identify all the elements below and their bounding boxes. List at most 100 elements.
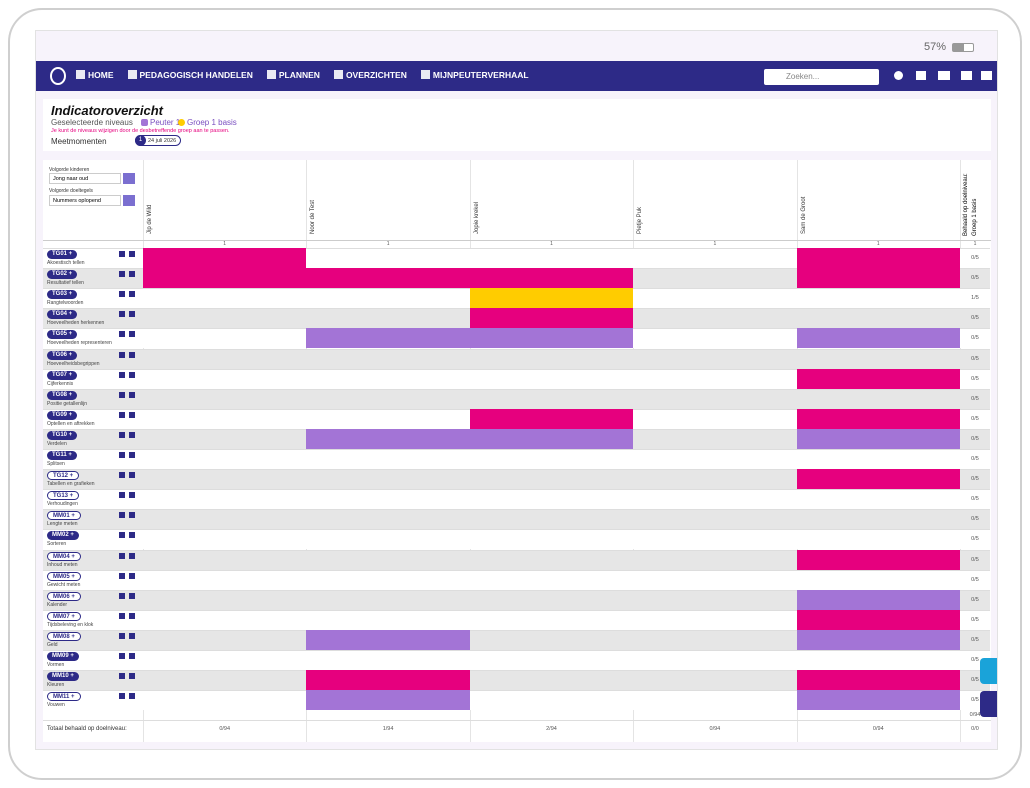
swatch [178,119,185,126]
select-button[interactable] [123,173,135,184]
icon [119,472,125,479]
cell [469,268,634,289]
nav-bar: Zoeken... HOME PEDAGOGISCH HANDELEN PLANNE… [36,61,997,91]
row [43,489,990,510]
icon [119,271,125,278]
total: 2/94 [546,726,557,733]
goal-code[interactable]: TG12 + [47,471,80,481]
goal-label: Resultatief tellen [47,280,84,287]
goal-code[interactable]: TG13 + [47,491,80,501]
goal-code[interactable]: TG02 + [47,270,78,280]
icon [119,492,125,499]
cell [306,629,470,650]
cell [469,328,634,349]
nav-icon [333,70,343,79]
nav-item[interactable]: HOME [88,70,114,80]
goal-code[interactable]: MM07 + [47,611,81,621]
goal-code[interactable]: MM02 + [47,531,79,541]
goal-code[interactable]: TG04 + [47,310,78,320]
goal-label: Geld [47,641,58,648]
icon [129,532,135,539]
nav-item[interactable]: MIJNPEUTERVERHAAL [432,70,529,80]
icon[interactable] [916,71,926,80]
cell [796,589,960,610]
goal-code[interactable]: TG03 + [47,290,78,300]
goal-code[interactable]: TG10 + [47,430,78,440]
select-button[interactable] [123,195,135,206]
nav-item[interactable]: PLANNEN [278,70,320,80]
result: 0/5 [971,255,979,261]
goal-code[interactable]: MM04 + [47,551,81,561]
cell [143,268,307,289]
goal-code[interactable]: MM11 + [47,692,81,702]
result-level: Groep 1 basis [972,198,978,236]
logo [50,67,66,85]
moment-count: 1 [973,241,977,247]
goal-code[interactable]: TG06 + [47,350,78,360]
goal-code[interactable]: MM06 + [47,591,81,601]
child-name: Jopie krekel [473,201,480,234]
result: 0/5 [971,636,979,643]
cell [306,328,470,349]
search-box[interactable]: Zoeken... [764,69,879,85]
goal-label: Hoeveelheden herkennen [47,320,105,327]
icon [119,431,125,438]
goal-label: Verhoudingen [47,501,78,508]
result: 0/5 [971,415,979,422]
goal-code[interactable]: MM08 + [47,631,81,641]
result: 0/5 [971,355,979,362]
goal-code[interactable]: TG08 + [47,390,78,400]
result: 0/5 [971,496,979,503]
goal-code[interactable]: TG05 + [47,330,78,340]
icon [129,251,135,257]
icon [119,693,125,700]
icon[interactable] [938,71,950,80]
cell [796,469,960,490]
header-panel: Indicatoroverzicht Geselecteerde niveaus… [43,99,991,151]
goal-code[interactable]: TG07 + [47,370,78,380]
select[interactable]: Jong naar oud [49,173,121,184]
goal-label: Lengte meten [47,521,78,528]
cell [796,549,960,570]
goal-code[interactable]: TG09 + [47,410,78,420]
icon [129,653,135,659]
page-title: Indicatoroverzicht [51,103,163,118]
result: 0/5 [971,616,979,623]
goal-code[interactable]: MM01 + [47,511,81,521]
sort-label: Volgorde kinderen [49,167,90,173]
goal-code[interactable]: TG01 + [47,250,78,259]
icon [129,291,135,298]
result: 0/5 [971,476,979,483]
row [43,348,990,369]
nav-item[interactable]: OVERZICHTEN [345,70,407,80]
cell [143,248,307,269]
goal-code[interactable]: MM05 + [47,571,81,581]
child-name: Noor de Test [310,200,317,234]
goal-label: Cijferkennis [47,380,74,387]
result: 0/5 [971,435,979,442]
result: 0/5 [971,596,979,603]
total-label: Totaal behaald op doelniveau: [47,726,127,733]
goal-code[interactable]: TG11 + [47,451,77,460]
goal-label: Rangtelwoorden [47,300,84,307]
row [43,449,990,470]
nav-item[interactable]: PEDAGOGISCH HANDELEN [139,70,253,80]
level: Groep 1 basis [187,118,237,127]
goal-code[interactable]: MM10 + [47,672,79,682]
moment-count: 1 [713,241,717,247]
icon [119,311,125,318]
result: 1/5 [971,295,979,302]
icon [119,251,125,257]
goal-code[interactable]: MM09 + [47,652,79,661]
goal-label: Positie getallenlijn [47,400,88,407]
moment-chip[interactable]: 1 24 juli 2026 [135,135,181,146]
icon[interactable] [961,71,972,80]
side-button[interactable] [980,658,997,684]
icon[interactable] [894,71,903,80]
row [43,609,990,630]
select[interactable]: Nummers oplopend [49,195,121,206]
side-button[interactable] [980,691,997,717]
icon[interactable] [981,71,992,80]
icon [129,351,135,358]
icon [129,572,135,579]
